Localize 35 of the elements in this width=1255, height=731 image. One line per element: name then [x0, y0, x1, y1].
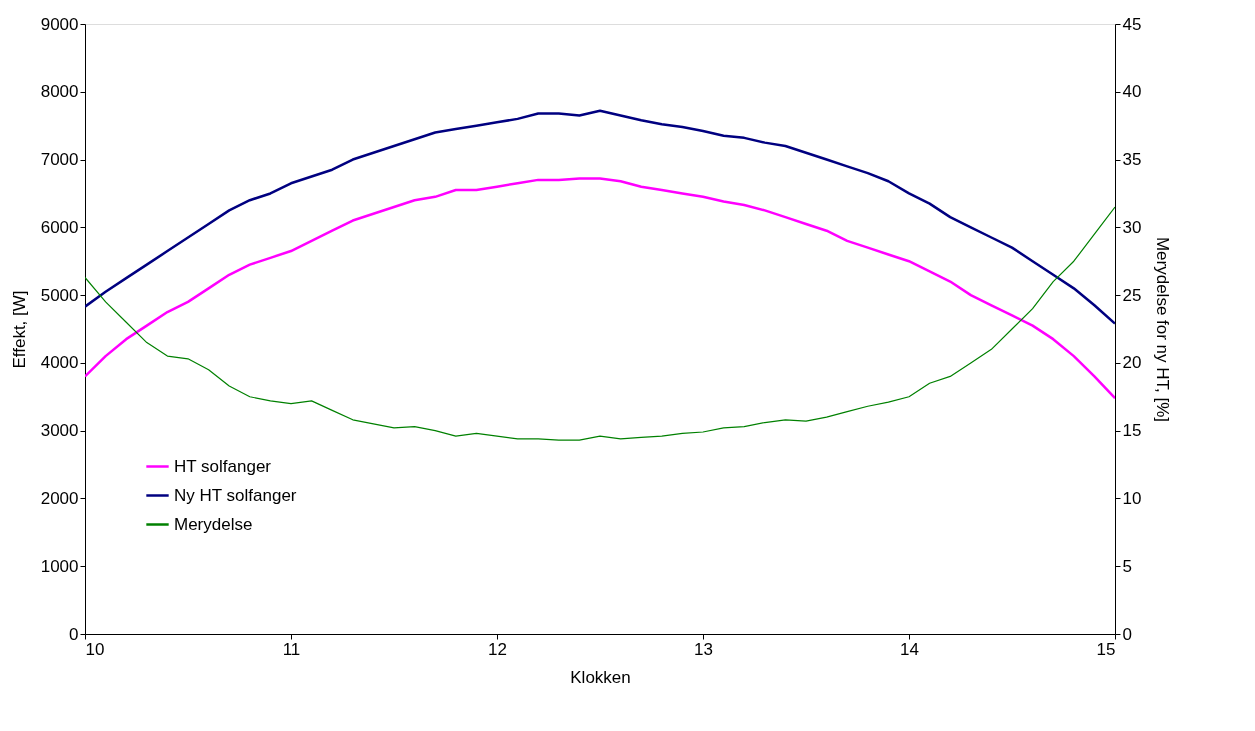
x-tick-label: 12	[488, 639, 507, 659]
y2-tick-label: 25	[1122, 285, 1142, 305]
legend-label: Ny HT solfanger	[174, 485, 297, 505]
y2-tick-label: 45	[1122, 14, 1142, 34]
y-axis-title: Effekt, [W]	[9, 290, 29, 369]
x-tick-label: 15	[1096, 639, 1116, 659]
y-tick-label: 4000	[40, 353, 79, 373]
y2-tick-label: 35	[1122, 150, 1142, 170]
line-series	[85, 177, 1115, 400]
x-tick-label: 10	[85, 639, 105, 659]
y2-tick-label: 30	[1122, 217, 1142, 237]
x-tick-label: 13	[694, 639, 713, 659]
y-tick-label: 9000	[40, 14, 79, 34]
y2-tick-label: 40	[1122, 82, 1142, 102]
y2-axis-title: Merydelse for ny HT, [%]	[1153, 236, 1173, 423]
y2-tick-label: 5	[1122, 556, 1132, 576]
y-tick-label: 1000	[40, 556, 79, 576]
y-tick-label: 8000	[40, 82, 79, 102]
y-tick-label: 2000	[40, 488, 79, 508]
line-series	[85, 109, 1115, 325]
x-tick-label: 14	[900, 639, 919, 659]
y2-tick-label: 10	[1122, 488, 1142, 508]
line-series	[85, 206, 1115, 441]
legend-label: Merydelse	[174, 514, 253, 534]
y2-tick-label: 15	[1122, 421, 1142, 441]
legend-label: HT solfanger	[174, 456, 272, 476]
x-axis-title: Klokken	[570, 667, 631, 687]
y-tick-label: 6000	[40, 217, 79, 237]
y-tick-label: 0	[69, 624, 79, 644]
y-tick-label: 7000	[40, 150, 79, 170]
y-tick-label: 5000	[40, 285, 79, 305]
y-tick-label: 3000	[40, 421, 79, 441]
x-tick-label: 11	[282, 639, 301, 659]
y2-tick-label: 0	[1122, 624, 1132, 644]
y2-tick-label: 20	[1122, 353, 1142, 373]
